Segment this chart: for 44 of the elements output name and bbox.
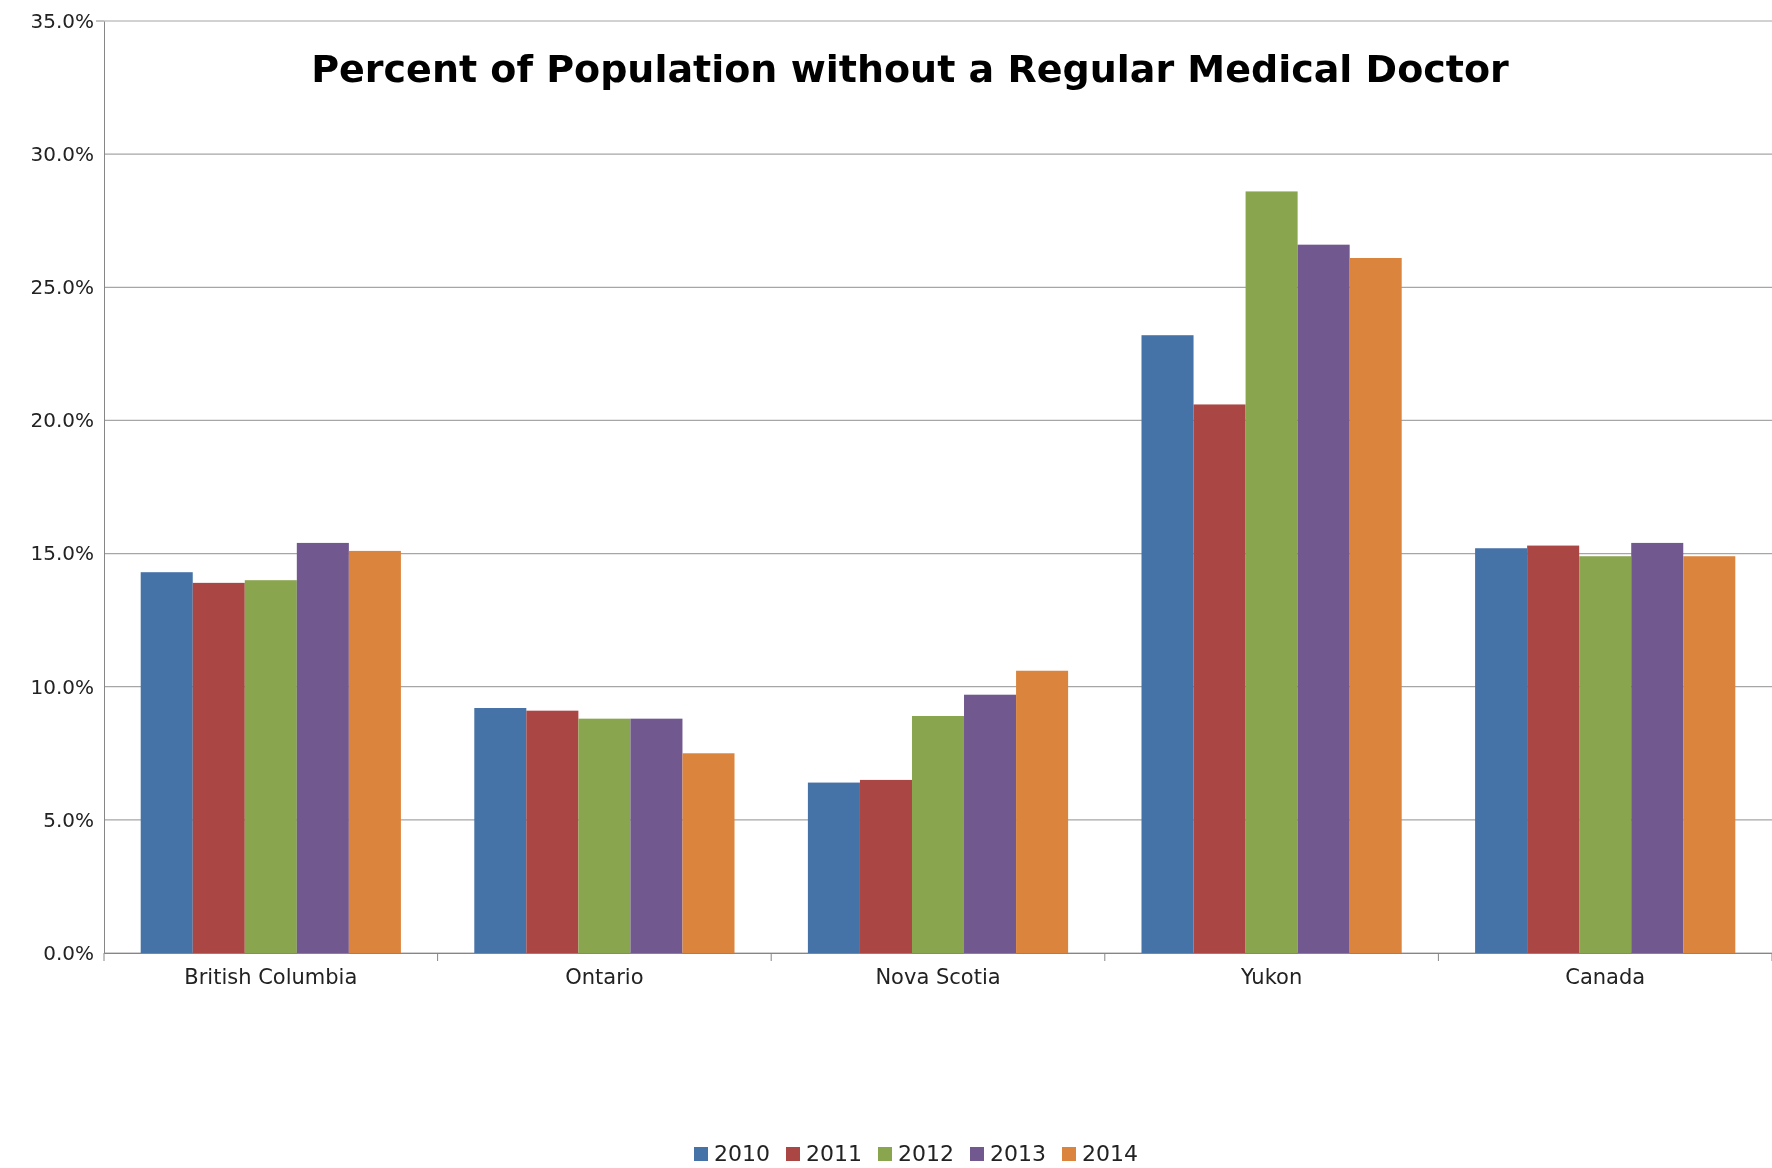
y-tick-label: 25.0% — [30, 275, 94, 300]
y-tick-label: 10.0% — [30, 674, 94, 699]
bar — [630, 718, 683, 953]
bar — [1016, 670, 1069, 953]
legend-label: 2014 — [1082, 1141, 1138, 1166]
bar — [192, 582, 245, 953]
legend-label: 2010 — [714, 1141, 770, 1166]
y-tick-label: 30.0% — [30, 142, 94, 167]
y-tick-label: 5.0% — [43, 807, 94, 832]
x-tick-label: Nova Scotia — [875, 964, 1001, 989]
bar — [1245, 191, 1298, 953]
x-tick-label: Canada — [1565, 964, 1646, 989]
legend-label: 2011 — [806, 1141, 862, 1166]
bar — [1349, 257, 1402, 953]
y-tick-label: 35.0% — [30, 8, 94, 33]
legend-label: 2013 — [990, 1141, 1046, 1166]
y-tick-label: 0.0% — [43, 940, 94, 965]
y-tick-label: 15.0% — [30, 541, 94, 566]
x-tick-label: Ontario — [565, 964, 644, 989]
bar — [244, 580, 297, 953]
text: Percent of Population without a Regular Medical Doctor — [311, 47, 1510, 91]
legend-label: 2012 — [898, 1141, 954, 1166]
bar — [1683, 556, 1736, 953]
x-tick-label: British Columbia — [184, 964, 358, 989]
bar — [1631, 542, 1684, 953]
bar — [348, 550, 401, 953]
bar — [964, 694, 1017, 953]
bar — [296, 542, 349, 953]
x-tick-label: Yukon — [1239, 964, 1303, 989]
bar — [1141, 335, 1194, 953]
bar — [1193, 404, 1246, 953]
bar — [682, 753, 735, 953]
bar — [911, 716, 965, 953]
y-tick-label: 20.0% — [30, 408, 94, 433]
bar — [1475, 548, 1528, 953]
bar — [1527, 545, 1580, 953]
bar — [1297, 244, 1350, 953]
bar — [859, 779, 912, 953]
bar — [474, 708, 527, 953]
bar — [807, 782, 860, 953]
bar — [140, 572, 193, 953]
bar — [526, 710, 579, 953]
bar — [1579, 556, 1632, 953]
bar — [578, 718, 631, 953]
